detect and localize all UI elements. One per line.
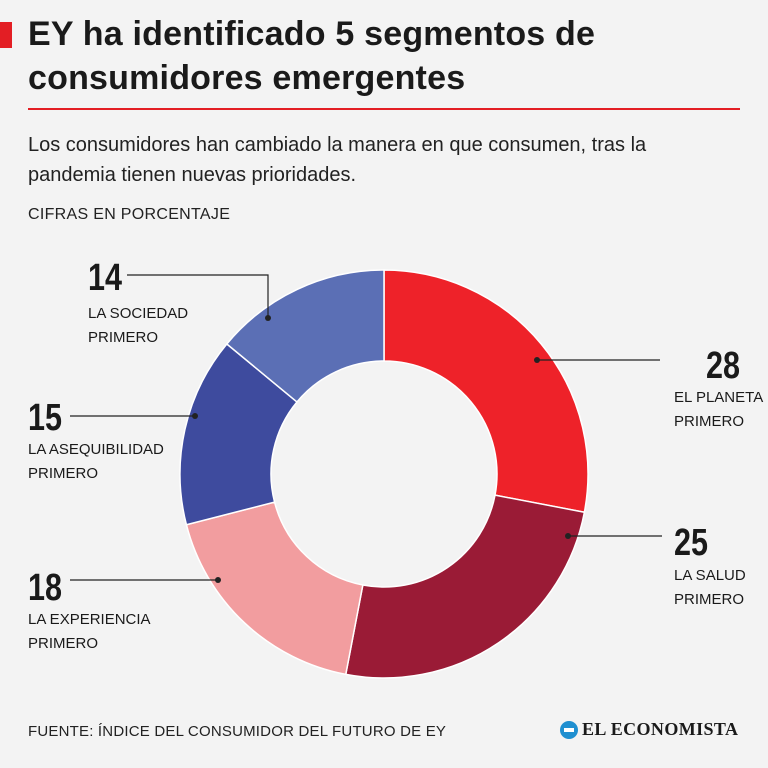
units-label: CIFRAS EN PORCENTAJE: [28, 206, 231, 223]
donut-slice: [225, 269, 385, 404]
leader-line: [127, 274, 269, 318]
publisher-logo-icon: [560, 720, 578, 739]
leader-dot: [265, 315, 271, 321]
data-label-value: 25: [674, 522, 708, 564]
title-accent-bar: [0, 22, 12, 48]
data-label-category: LA EXPERIENCIA PRIMERO: [28, 611, 151, 652]
data-label-category: LA SALUD PRIMERO: [674, 567, 746, 608]
data-label-value: 18: [28, 567, 62, 609]
chart-subtitle: Los consumidores han cambiado la manera …: [28, 134, 647, 186]
data-label-value: 15: [28, 397, 62, 439]
title-divider: [28, 108, 740, 110]
data-label-category: LA SOCIEDAD PRIMERO: [88, 305, 188, 346]
data-label-value: 28: [706, 345, 740, 387]
donut-slice: [185, 501, 364, 676]
leader-dot: [192, 413, 198, 419]
leader-dot: [215, 577, 221, 583]
data-label-category: LA ASEQUIBILIDAD PRIMERO: [28, 441, 164, 482]
publisher-logo-text: EL ECONOMISTA: [582, 719, 739, 739]
donut-slice: [383, 269, 589, 514]
leader-dot: [534, 357, 540, 363]
data-label-category: EL PLANETA PRIMERO: [674, 389, 763, 430]
publisher-logo: EL ECONOMISTA: [560, 719, 738, 740]
data-label-value: 14: [88, 257, 122, 299]
chart-title: EY ha identificado 5 segmentos de consum…: [28, 15, 596, 97]
donut-slice: [344, 494, 586, 679]
leader-dot: [565, 533, 571, 539]
source-note: FUENTE: ÍNDICE DEL CONSUMIDOR DEL FUTURO…: [28, 723, 447, 740]
